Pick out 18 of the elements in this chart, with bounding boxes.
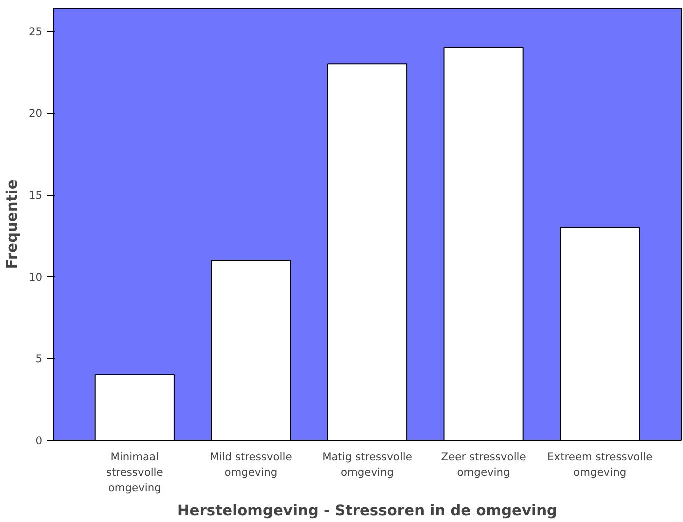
bar (211, 260, 292, 440)
x-tick-label: Mild stressvolle omgeving (210, 450, 292, 480)
y-tick-label: 0 (36, 434, 43, 448)
x-tick-label: Matig stressvolle omgeving (322, 450, 412, 480)
x-tick-label: Extreem stressvolle omgeving (548, 450, 653, 480)
x-tick-label: Zeer stressvolle omgeving (441, 450, 526, 480)
y-tick-label: 25 (28, 25, 43, 38)
x-axis-title: Herstelomgeving - Stressoren in de omgeving (177, 502, 558, 520)
bar (94, 374, 175, 440)
y-tick-label: 5 (36, 352, 42, 366)
y-axis-title: Frequentie (4, 180, 21, 270)
x-tick-label: Minimaal stressvolle omgeving (106, 450, 164, 495)
y-tick-label: 10 (28, 270, 43, 284)
bar (560, 227, 640, 440)
y-tick-label: 15 (28, 189, 43, 202)
bar (327, 64, 408, 440)
bar (444, 47, 524, 440)
y-tick-label: 20 (28, 107, 43, 120)
